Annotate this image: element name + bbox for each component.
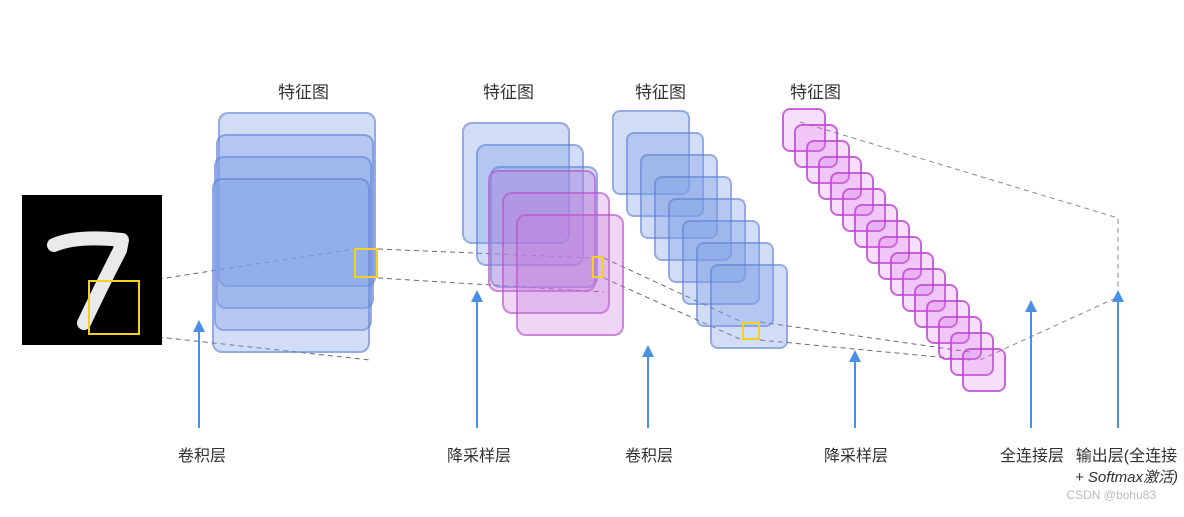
layer-label: 降采样层 (447, 442, 511, 466)
feature-map-label: 特征图 (635, 78, 686, 103)
layer-label: 输出层(全连接+ Softmax激活) (1075, 442, 1178, 487)
feature-map-label: 特征图 (790, 78, 841, 103)
feature-map-label: 特征图 (278, 78, 329, 103)
watermark: CSDN @bohu83 (1066, 488, 1156, 502)
layer-label: 卷积层 (178, 442, 226, 466)
layer-label: 卷积层 (625, 442, 673, 466)
layer-label: 全连接层 (1000, 442, 1064, 466)
feature-map-card (962, 348, 1006, 392)
diagram-stage: 特征图 特征图 特征图 特征图 卷积层 降采样层 卷积层 降采样层 全连接层输出层(全连接+ … (0, 0, 1184, 517)
receptive-field-box (88, 280, 140, 335)
layer-arrow-icon (476, 300, 478, 428)
layer-arrow-icon (198, 330, 200, 428)
feature-map-card (516, 214, 624, 336)
layer-label: 降采样层 (824, 442, 888, 466)
receptive-field-box (592, 256, 604, 278)
feature-map-label: 特征图 (483, 78, 534, 103)
receptive-field-box (354, 248, 378, 278)
receptive-field-box (742, 322, 760, 340)
layer-arrow-icon (1117, 300, 1119, 428)
layer-arrow-icon (647, 355, 649, 428)
feature-map-card (212, 178, 370, 353)
layer-arrow-icon (854, 360, 856, 428)
layer-arrow-icon (1030, 310, 1032, 428)
